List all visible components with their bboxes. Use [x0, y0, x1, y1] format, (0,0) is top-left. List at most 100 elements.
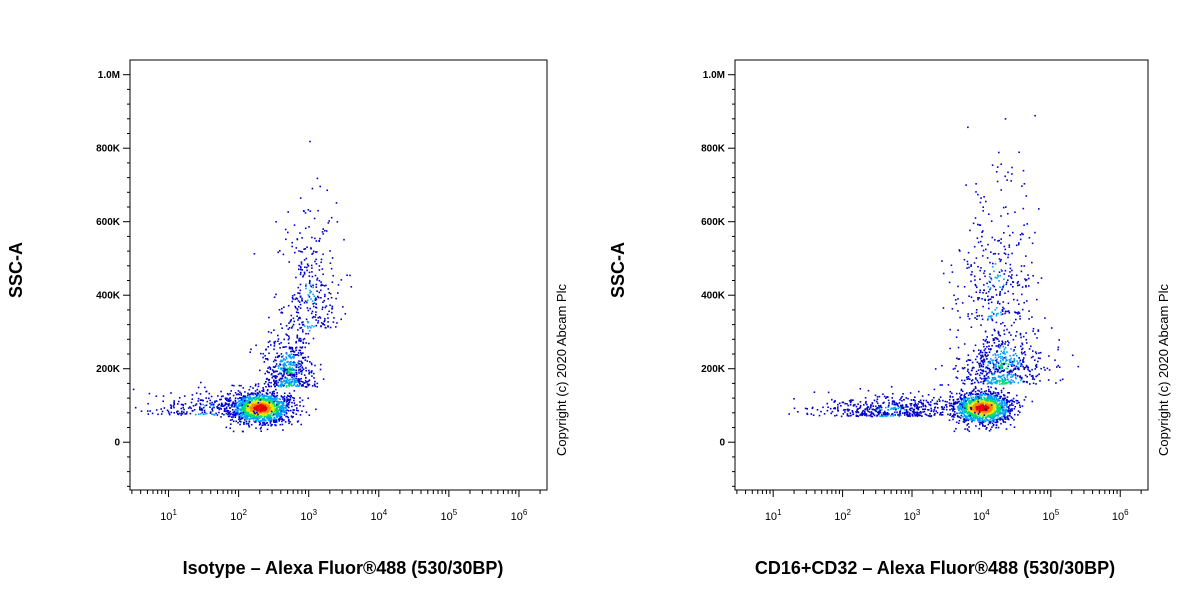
- data-point: [280, 404, 282, 407]
- data-point: [942, 307, 945, 309]
- data-point: [328, 291, 330, 294]
- data-point: [1034, 114, 1036, 117]
- data-point: [305, 285, 307, 287]
- data-point: [229, 392, 231, 395]
- data-point: [966, 397, 969, 400]
- data-point: [974, 406, 976, 409]
- data-point: [200, 409, 202, 411]
- data-point: [975, 257, 978, 259]
- data-point: [288, 347, 291, 350]
- data-point: [280, 372, 283, 375]
- data-point: [955, 365, 957, 367]
- data-point: [212, 403, 215, 405]
- data-point: [963, 413, 965, 416]
- data-point: [262, 356, 264, 359]
- data-point: [1023, 399, 1026, 401]
- data-point: [304, 359, 307, 361]
- data-point: [1009, 381, 1011, 384]
- data-point: [987, 402, 990, 404]
- data-point: [1009, 383, 1012, 385]
- data-point: [303, 382, 305, 384]
- data-point: [936, 411, 939, 414]
- data-point: [995, 415, 997, 417]
- data-point: [309, 140, 311, 143]
- data-point: [265, 414, 268, 416]
- data-point: [980, 388, 983, 390]
- data-point: [974, 393, 977, 396]
- data-point: [1000, 375, 1003, 378]
- data-point: [1013, 408, 1016, 410]
- data-point: [185, 413, 188, 415]
- data-point: [278, 378, 281, 381]
- data-point: [927, 409, 930, 411]
- data-point: [953, 408, 956, 410]
- data-point: [985, 402, 987, 405]
- data-point: [998, 380, 1000, 382]
- data-point: [1035, 364, 1037, 367]
- data-point: [279, 409, 281, 412]
- data-point: [290, 382, 292, 385]
- data-point: [942, 272, 945, 275]
- data-point: [293, 364, 296, 367]
- data-point: [981, 372, 984, 375]
- data-point: [289, 356, 291, 359]
- data-point: [210, 395, 213, 398]
- data-point: [277, 384, 280, 387]
- data-point: [975, 311, 978, 314]
- data-point: [240, 407, 243, 409]
- data-point: [268, 381, 270, 384]
- data-point: [299, 380, 301, 382]
- data-point: [277, 367, 280, 369]
- data-point: [960, 399, 963, 402]
- data-point: [988, 345, 990, 347]
- data-point: [292, 372, 294, 374]
- data-point: [974, 358, 977, 361]
- data-point: [986, 397, 988, 400]
- data-point: [278, 343, 281, 345]
- data-point: [988, 416, 990, 418]
- data-point: [1014, 211, 1016, 213]
- data-point: [319, 237, 321, 240]
- data-point: [987, 423, 990, 426]
- data-point: [976, 402, 978, 405]
- data-point: [287, 231, 289, 234]
- data-point: [308, 275, 311, 277]
- data-point: [996, 407, 998, 409]
- data-point: [281, 423, 284, 426]
- data-point: [267, 389, 269, 391]
- data-point: [299, 197, 302, 199]
- data-point: [991, 406, 993, 409]
- data-point: [202, 406, 205, 409]
- data-point: [279, 377, 282, 380]
- data-point: [951, 271, 954, 273]
- data-point: [278, 420, 280, 422]
- data-point: [992, 284, 994, 287]
- data-point: [289, 366, 291, 368]
- data-point: [967, 359, 970, 361]
- data-point: [1010, 408, 1012, 411]
- data-point: [826, 402, 829, 405]
- data-point: [1057, 346, 1060, 349]
- data-point: [991, 164, 994, 166]
- data-point: [999, 419, 1001, 421]
- data-point: [957, 407, 960, 410]
- data-point: [295, 363, 298, 366]
- data-point: [973, 402, 976, 405]
- data-point: [1010, 348, 1012, 350]
- data-point: [256, 419, 259, 421]
- data-point: [259, 406, 262, 409]
- data-point: [254, 421, 256, 423]
- data-point: [244, 405, 247, 408]
- data-point: [1004, 253, 1007, 255]
- data-point: [279, 250, 281, 252]
- data-point: [958, 392, 961, 395]
- data-point: [1017, 414, 1019, 416]
- data-point: [279, 347, 281, 349]
- data-point: [261, 407, 264, 409]
- data-point: [270, 420, 272, 422]
- data-point: [280, 416, 283, 418]
- data-point: [977, 393, 979, 395]
- data-point: [876, 406, 878, 409]
- data-point: [971, 400, 974, 403]
- data-point: [967, 354, 970, 356]
